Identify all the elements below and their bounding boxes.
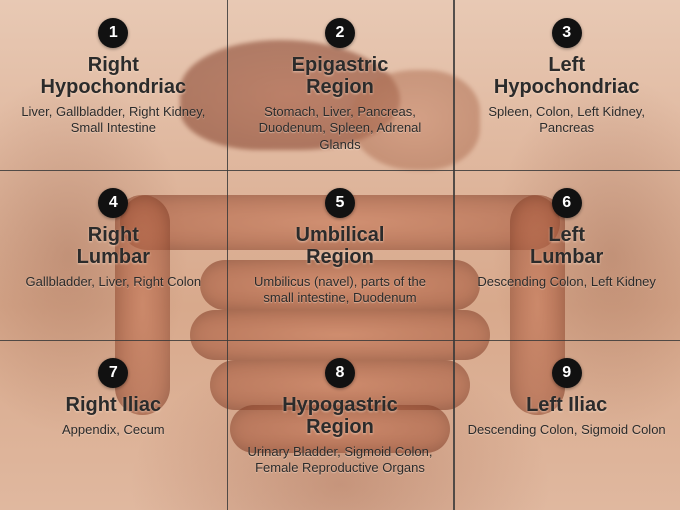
region-organs: Umbilicus (navel), parts of the small in… [241,274,440,307]
region-number: 8 [336,364,345,382]
region-badge: 8 [325,358,355,388]
region-organs: Gallbladder, Liver, Right Colon [26,274,202,290]
region-organs: Appendix, Cecum [62,422,165,438]
regions-grid: 1 Right Hypochondriac Liver, Gallbladder… [0,0,680,510]
region-badge: 6 [552,188,582,218]
region-number: 3 [562,24,571,42]
region-number: 1 [109,24,118,42]
region-organs: Urinary Bladder, Sigmoid Colon, Female R… [241,444,440,477]
region-number: 4 [109,194,118,212]
region-title: Hypogastric Region [282,394,398,438]
region-badge: 1 [98,18,128,48]
region-5-umbilical: 5 Umbilical Region Umbilicus (navel), pa… [227,170,454,340]
region-2-epigastric: 2 Epigastric Region Stomach, Liver, Panc… [227,0,454,170]
region-3-left-hypochondriac: 3 Left Hypochondriac Spleen, Colon, Left… [453,0,680,170]
region-title: Left Iliac [526,394,607,416]
region-badge: 4 [98,188,128,218]
region-8-hypogastric: 8 Hypogastric Region Urinary Bladder, Si… [227,340,454,510]
region-title: Right Iliac [66,394,162,416]
region-title: Left Hypochondriac [494,54,640,98]
region-title: Right Hypochondriac [41,54,187,98]
region-1-right-hypochondriac: 1 Right Hypochondriac Liver, Gallbladder… [0,0,227,170]
region-number: 6 [562,194,571,212]
region-7-right-iliac: 7 Right Iliac Appendix, Cecum [0,340,227,510]
region-organs: Descending Colon, Sigmoid Colon [468,422,666,438]
region-title: Epigastric Region [292,54,389,98]
region-badge: 5 [325,188,355,218]
region-number: 9 [562,364,571,382]
region-number: 5 [336,194,345,212]
region-organs: Spleen, Colon, Left Kidney, Pancreas [467,104,666,137]
region-title: Umbilical Region [296,224,385,268]
region-9-left-iliac: 9 Left Iliac Descending Colon, Sigmoid C… [453,340,680,510]
region-badge: 7 [98,358,128,388]
region-6-left-lumbar: 6 Left Lumbar Descending Colon, Left Kid… [453,170,680,340]
region-number: 2 [336,24,345,42]
region-title: Left Lumbar [530,224,603,268]
region-4-right-lumbar: 4 Right Lumbar Gallbladder, Liver, Right… [0,170,227,340]
region-badge: 9 [552,358,582,388]
region-badge: 2 [325,18,355,48]
region-organs: Stomach, Liver, Pancreas, Duodenum, Sple… [241,104,440,153]
region-badge: 3 [552,18,582,48]
region-title: Right Lumbar [77,224,150,268]
region-organs: Descending Colon, Left Kidney [477,274,656,290]
abdominal-regions-diagram: 1 Right Hypochondriac Liver, Gallbladder… [0,0,680,510]
region-number: 7 [109,364,118,382]
region-organs: Liver, Gallbladder, Right Kidney, Small … [14,104,213,137]
